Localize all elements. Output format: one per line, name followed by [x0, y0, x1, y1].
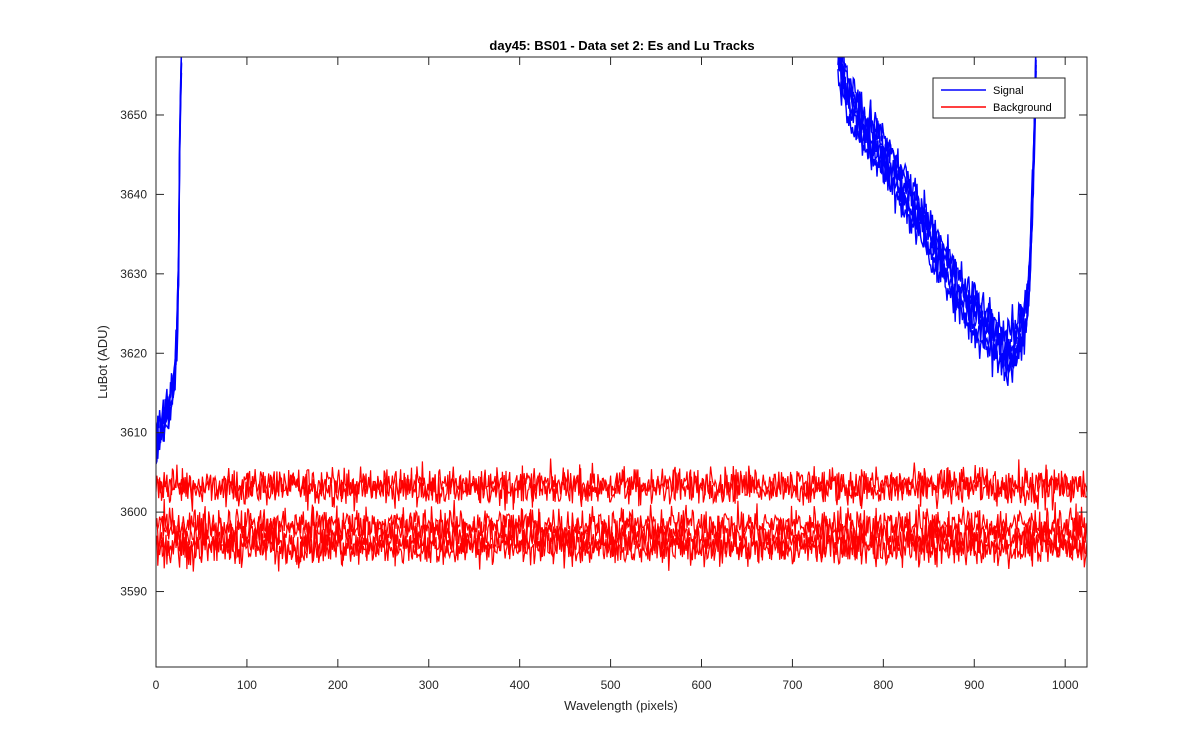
y-tick-label-3600: 3600 [120, 505, 147, 519]
x-axis-label: Wavelength (pixels) [564, 698, 678, 713]
background-line-6 [156, 523, 1087, 572]
legend-box [932, 77, 1066, 119]
x-tick-label-500: 500 [601, 678, 621, 692]
signal-line-right-4 [837, 57, 1037, 361]
x-tick-label-900: 900 [964, 678, 984, 692]
plot-area [156, 57, 1087, 667]
y-axis-label: LuBot (ADU) [95, 325, 110, 399]
signal-line-left-6 [156, 57, 182, 442]
signal-series [156, 57, 1037, 465]
y-tick-label-3590: 3590 [120, 585, 147, 599]
axes-frame [155, 56, 1088, 668]
signal-line-left-5 [156, 57, 182, 442]
x-tick-label-200: 200 [328, 678, 348, 692]
background-line-2 [156, 458, 1087, 508]
y-tick-label-3610: 3610 [120, 426, 147, 440]
y-tick-label-3620: 3620 [120, 346, 147, 360]
y-tick-label-3650: 3650 [120, 108, 147, 122]
chart-title: day45: BS01 - Data set 2: Es and Lu Trac… [489, 38, 754, 53]
background-series [156, 458, 1087, 572]
y-tick-label-3630: 3630 [120, 267, 147, 281]
legend-background-label: Background [993, 102, 1052, 114]
signal-line-right-6 [841, 57, 1037, 351]
x-tick-label-400: 400 [510, 678, 530, 692]
legend: Signal Background [932, 77, 1066, 119]
legend-signal-label: Signal [993, 85, 1024, 97]
x-tick-label-0: 0 [153, 678, 160, 692]
x-tick-label-300: 300 [419, 678, 439, 692]
x-tick-label-1000: 1000 [1052, 678, 1079, 692]
y-tick-label-3640: 3640 [120, 187, 147, 201]
x-tick-label-700: 700 [782, 678, 802, 692]
axes: 0 100 200 300 400 500 600 700 800 900 1000 3590 3600… [120, 56, 1088, 692]
x-tick-label-100: 100 [237, 678, 257, 692]
x-tick-label-800: 800 [873, 678, 893, 692]
x-tick-label-600: 600 [691, 678, 711, 692]
